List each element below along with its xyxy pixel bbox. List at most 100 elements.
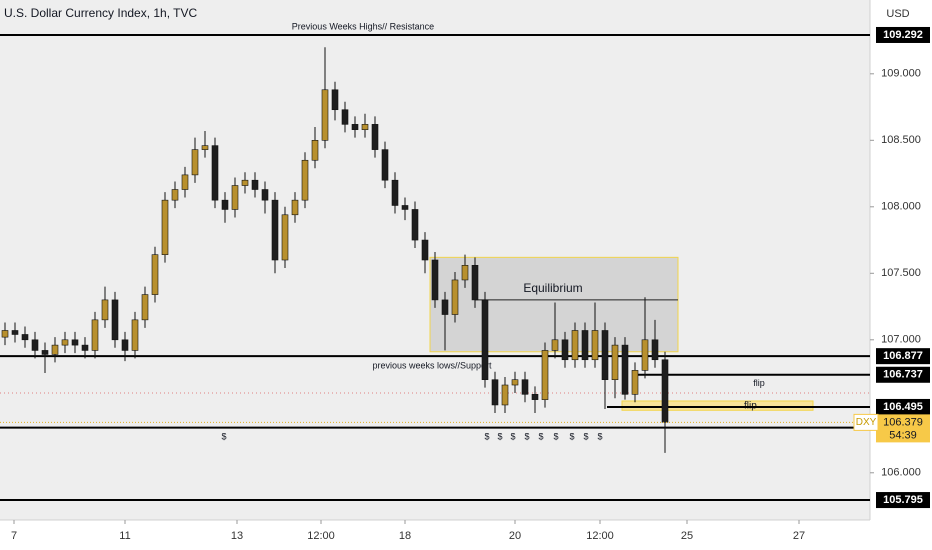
candle-body — [641, 339, 649, 371]
candle-body — [521, 379, 529, 395]
last-price-tag — [876, 414, 930, 443]
candle-body — [41, 350, 49, 355]
candle-body — [511, 379, 519, 386]
candle-body — [491, 379, 499, 406]
dollar-mark: $ — [583, 431, 588, 441]
candle-body — [1, 330, 9, 338]
candle-body — [141, 294, 149, 321]
y-tick-label: 108.000 — [881, 201, 921, 213]
candle-body — [551, 339, 559, 351]
candle-body — [371, 124, 379, 150]
candle-body — [261, 189, 269, 201]
countdown: 54:39 — [889, 429, 917, 441]
symbol-tag — [853, 413, 879, 431]
candle-body — [541, 350, 549, 400]
dollar-mark: $ — [484, 431, 489, 441]
y-tick-label: 106.000 — [881, 467, 921, 479]
candle-body — [561, 339, 569, 361]
candle-body — [171, 189, 179, 201]
x-tick-label: 20 — [509, 530, 521, 542]
equilibrium-zone — [429, 256, 679, 353]
candle-body — [71, 339, 79, 346]
candle-body — [601, 330, 609, 380]
annotation: Previous Weeks Highs// Resistance — [292, 21, 434, 31]
candle-body — [181, 174, 189, 190]
candle-body — [341, 109, 349, 125]
candle-body — [111, 299, 119, 341]
candle-body — [591, 330, 599, 361]
candle-body — [201, 145, 209, 150]
symbol-label: DXY — [856, 417, 877, 428]
zone-label: Equilibrium — [523, 281, 582, 295]
candle-body — [301, 159, 309, 201]
candle-body — [251, 179, 259, 190]
candle-body — [281, 214, 289, 261]
level-tag — [876, 26, 930, 43]
dollar-mark: $ — [538, 431, 543, 441]
level-label: 106.737 — [883, 369, 923, 381]
candle-body — [271, 199, 279, 261]
candle-body — [391, 179, 399, 206]
dollar-mark: $ — [597, 431, 602, 441]
candle-body — [411, 209, 419, 241]
candle-body — [381, 149, 389, 181]
candle-body — [351, 124, 359, 130]
candle-body — [311, 140, 319, 161]
candle-body — [11, 330, 19, 335]
candle-body — [661, 359, 669, 423]
candle-body — [461, 265, 469, 281]
candle-body — [421, 239, 429, 261]
x-tick-label: 13 — [231, 530, 243, 542]
candle-body — [431, 259, 439, 301]
candle-body — [291, 199, 299, 216]
candle-body — [501, 384, 509, 406]
candle-body — [191, 149, 199, 176]
candle-body — [221, 199, 229, 210]
level-tag — [876, 492, 930, 509]
level-label: 106.495 — [883, 401, 923, 413]
candle-body — [151, 254, 159, 295]
candle-body — [131, 319, 139, 351]
annotation: flip — [753, 378, 765, 388]
dollar-mark: $ — [553, 431, 558, 441]
candle-body — [331, 89, 339, 111]
x-tick-label: 27 — [793, 530, 805, 542]
candle-body — [611, 344, 619, 380]
candle-body — [471, 265, 479, 301]
level-tag — [876, 366, 930, 383]
candle-body — [21, 334, 29, 341]
candle-body — [401, 205, 409, 210]
candle-body — [61, 339, 69, 346]
x-tick-label: 7 — [11, 530, 17, 542]
candle-body — [51, 344, 59, 355]
candle-body — [321, 89, 329, 141]
candle-body — [621, 344, 629, 395]
y-tick-label: 107.000 — [881, 334, 921, 346]
level-label: 106.877 — [883, 350, 923, 362]
candle-body — [81, 344, 89, 351]
flip-zone — [621, 400, 814, 411]
candle-body — [161, 199, 169, 255]
x-tick-label: 11 — [119, 530, 130, 542]
level-label: 109.292 — [883, 29, 923, 41]
x-tick-label: 12:00 — [307, 530, 335, 542]
candle-body — [121, 339, 129, 351]
candle-body — [531, 394, 539, 400]
candle-body — [241, 179, 249, 186]
y-tick-label: 107.500 — [881, 267, 921, 279]
last-price-label: 106.379 — [883, 416, 923, 428]
level-tag — [876, 348, 930, 365]
candle-body — [31, 339, 39, 351]
dollar-mark: $ — [510, 431, 515, 441]
dollar-mark: $ — [497, 431, 502, 441]
currency: USD — [886, 8, 909, 20]
x-tick-label: 12:00 — [586, 530, 614, 542]
y-tick-label: 108.500 — [881, 134, 921, 146]
candle-body — [211, 145, 219, 201]
dollar-mark: $ — [524, 431, 529, 441]
annotation: previous weeks lows//Support — [372, 361, 492, 371]
candle-body — [651, 339, 659, 361]
x-tick-label: 18 — [399, 530, 411, 542]
